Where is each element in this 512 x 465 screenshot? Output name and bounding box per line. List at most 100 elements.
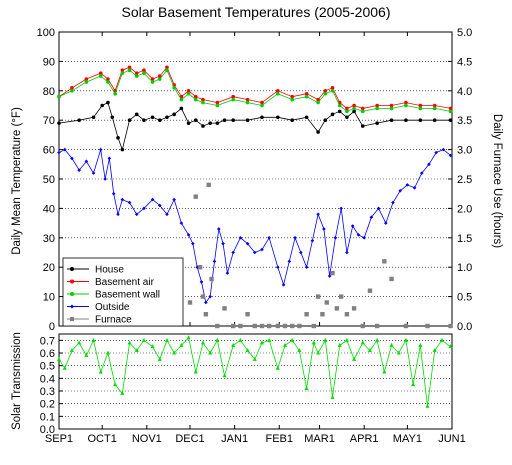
point-furnace [448,323,453,329]
point-solar-transmission [439,337,444,342]
series-outside [57,147,453,305]
point-basement-air [245,97,250,102]
series-furnace [187,182,453,329]
point-outside [221,241,225,246]
point-basement-wall [389,106,394,111]
point-basement-air [186,89,191,93]
point-furnace [320,312,325,317]
point-basement-air [323,89,328,93]
x-tick-label: FEB1 [265,433,293,445]
top-series-group [57,65,453,329]
point-basement-wall [186,91,191,96]
y2-tick-label: 5.0 [457,27,472,39]
point-outside [57,150,61,155]
y-tick-label: 10 [43,292,55,304]
point-outside [199,280,204,284]
point-basement-air [316,97,320,102]
point-solar-transmission [105,350,110,355]
point-solar-transmission [113,382,118,387]
point-basement-wall [448,109,453,114]
y2-tick-label: 1.0 [457,262,472,274]
point-solar-transmission [360,340,365,345]
point-outside [150,197,155,202]
point-solar-transmission [323,337,328,342]
point-basement-wall [432,106,437,111]
point-outside [412,186,417,190]
point-furnace [200,294,206,299]
point-furnace [203,312,209,317]
point-house [260,115,264,120]
point-furnace [275,323,281,329]
point-furnace [252,323,257,329]
point-outside [77,168,81,172]
point-solar-transmission [62,365,67,370]
point-basement-wall [165,68,169,73]
point-outside [398,188,402,193]
point-basement-wall [127,68,132,73]
point-basement-air [330,86,335,90]
point-outside [252,250,257,255]
point-solar-transmission [344,337,349,342]
point-basement-wall [134,74,139,78]
x-tick-label: DEC1 [175,433,204,445]
y-tick-label: 60 [43,145,55,157]
x-tick-label: JUN1 [438,433,466,445]
point-outside [267,236,271,240]
point-solar-transmission [186,335,191,340]
point-basement-air [290,94,295,99]
point-solar-transmission [164,337,169,342]
y2-tick-label: 4.0 [457,86,472,98]
point-furnace [245,312,250,317]
point-basement-wall [157,77,162,81]
point-outside [208,294,212,299]
point-solar-transmission [267,337,272,342]
point-basement-wall [304,94,309,99]
point-house [142,118,146,122]
point-solar-transmission [141,337,146,342]
point-outside [98,147,103,152]
point-basement-wall [375,106,379,111]
y-tick-label: 90 [43,56,55,68]
series-solar-transmission [57,335,453,408]
point-basement-air [360,106,365,111]
x-tick-label: MAY1 [393,433,422,445]
point-solar-transmission [403,337,408,342]
point-outside [339,206,343,211]
y2-tick-label: 3.0 [457,145,472,157]
bottom-y-tick-label: 0.3 [40,386,55,398]
bottom-gridlines [59,340,452,417]
point-basement-air [231,94,235,99]
point-outside [427,162,431,167]
point-furnace [222,306,227,311]
point-furnace [259,323,265,329]
point-furnace [374,323,380,329]
point-solar-transmission [245,347,250,352]
point-basement-wall [179,97,184,102]
y-tick-label: 30 [43,233,55,245]
left-y-ticks: 0 10 20 30 40 50 60 70 80 90 100 [37,27,63,333]
point-outside [333,236,338,240]
y-tick-label: 50 [43,174,55,186]
point-outside [276,265,280,269]
point-solar-transmission [297,347,302,352]
point-basement-wall [276,91,280,96]
point-basement-air [215,100,220,105]
point-solar-transmission [98,369,103,374]
point-house [448,118,453,122]
legend-marker-house [70,267,74,271]
point-outside [216,227,221,231]
series-basement-wall [57,68,453,114]
chart-title: Solar Basement Temperatures (2005-2006) [121,4,390,20]
point-outside [310,238,315,243]
point-outside [238,236,243,240]
point-basement-air [157,74,162,78]
point-outside [362,236,366,240]
point-basement-air [134,71,139,75]
point-solar-transmission [150,344,155,349]
point-furnace [290,323,295,329]
point-basement-wall [120,71,125,75]
point-basement-wall [337,103,342,108]
point-house [360,124,365,128]
point-outside [195,265,199,269]
point-furnace [266,323,272,329]
